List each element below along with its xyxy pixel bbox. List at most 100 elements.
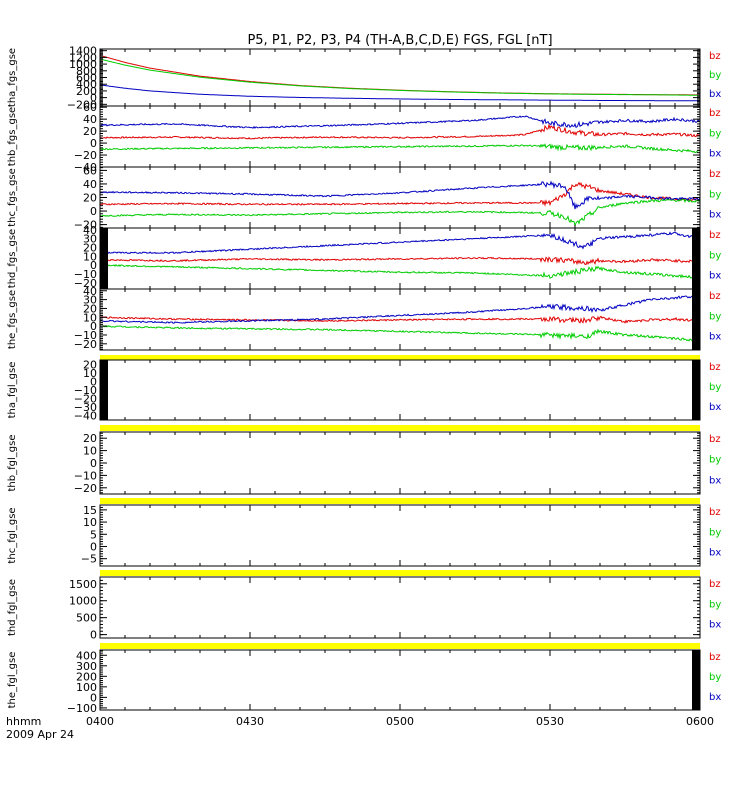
legend-by-panel-6: by bbox=[709, 455, 721, 466]
ytick-label: 0 bbox=[90, 375, 97, 388]
ytick-label: 15 bbox=[83, 504, 97, 517]
panel-3-ylabel: thd_fgs_gse bbox=[7, 229, 18, 288]
edge-fill-panel-4 bbox=[692, 289, 700, 350]
ytick-label: 400 bbox=[76, 78, 97, 91]
legend-bx-panel-1: bx bbox=[709, 149, 721, 160]
xtick-label: 0430 bbox=[236, 715, 264, 728]
series-bz-panel-0 bbox=[100, 54, 700, 96]
ytick-label: 1500 bbox=[69, 578, 97, 591]
panel-7-frame bbox=[99, 504, 701, 567]
series-bx-panel-0 bbox=[100, 84, 700, 102]
ytick-label: 40 bbox=[83, 285, 97, 298]
legend-bz-panel-0: bz bbox=[709, 51, 721, 62]
panel-5-frame bbox=[99, 359, 701, 421]
panel-7-ylabel: thc_fgl_gse bbox=[7, 507, 18, 563]
ytick-label: 1400 bbox=[69, 45, 97, 58]
ytick-label: 60 bbox=[83, 164, 97, 177]
ytick-label: −40 bbox=[74, 161, 97, 174]
ytick-label: −10 bbox=[74, 384, 97, 397]
legend-bx-panel-7: bx bbox=[709, 548, 721, 559]
legend-by-panel-9: by bbox=[709, 672, 721, 683]
data-gap-bar-2 bbox=[100, 498, 700, 504]
legend-by-panel-8: by bbox=[709, 599, 721, 610]
legend-bx-panel-8: bx bbox=[709, 620, 721, 631]
ytick-label: 20 bbox=[83, 192, 97, 205]
ytick-label: 0 bbox=[90, 691, 97, 704]
legend-bz-panel-2: bz bbox=[709, 169, 721, 180]
ytick-label: 60 bbox=[83, 101, 97, 114]
panel-0-frame bbox=[99, 48, 701, 107]
ytick-label: 40 bbox=[83, 224, 97, 237]
chart-title: P5, P1, P2, P3, P4 (TH-A,B,C,D,E) FGS, F… bbox=[247, 33, 552, 48]
ytick-label: 1000 bbox=[69, 595, 97, 608]
ytick-label: −5 bbox=[81, 553, 97, 566]
panel-8-frame bbox=[99, 576, 701, 639]
series-by-panel-4 bbox=[100, 325, 700, 342]
ytick-label: 0 bbox=[90, 205, 97, 218]
panel-3-series bbox=[100, 231, 700, 279]
ytick-label: 400 bbox=[76, 649, 97, 662]
ytick-label: −30 bbox=[74, 401, 97, 414]
panel-8: 1500 1000 500 0 thd_fgl_gse bz by bx bbox=[7, 576, 721, 642]
ytick-label: 10 bbox=[83, 311, 97, 324]
series-bz-panel-3 bbox=[100, 256, 700, 266]
legend-bx-panel-0: bx bbox=[709, 89, 721, 100]
series-bz-panel-2 bbox=[100, 181, 700, 207]
ytick-label: 0 bbox=[90, 320, 97, 333]
ytick-label: 40 bbox=[83, 113, 97, 126]
series-bz-panel-4 bbox=[100, 315, 700, 324]
ytick-label: 20 bbox=[83, 302, 97, 315]
legend-bx-panel-4: bx bbox=[709, 332, 721, 343]
panel-9-frame bbox=[99, 649, 701, 711]
legend-by-panel-2: by bbox=[709, 189, 721, 200]
x-axis: 0400 0430 0500 0530 0600 bbox=[86, 715, 714, 728]
ytick-label: −10 bbox=[74, 329, 97, 342]
legend-bz-panel-4: bz bbox=[709, 291, 721, 302]
panel-8-ylabel: thd_fgl_gse bbox=[7, 579, 18, 636]
ytick-label: 20 bbox=[83, 358, 97, 371]
xtick-label: 0600 bbox=[686, 715, 714, 728]
ytick-label: 0 bbox=[90, 92, 97, 105]
ytick-label: 1000 bbox=[69, 58, 97, 71]
legend-bx-panel-3: bx bbox=[709, 271, 721, 282]
data-gap-bar-3 bbox=[100, 570, 700, 576]
legend-by-panel-1: by bbox=[709, 128, 721, 139]
ytick-label: −10 bbox=[74, 268, 97, 281]
ytick-label: −10 bbox=[74, 469, 97, 482]
ytick-label: 800 bbox=[76, 65, 97, 78]
ytick-label: −20 bbox=[74, 393, 97, 406]
ytick-label: 100 bbox=[76, 681, 97, 694]
panel-5-ylabel: tha_fgl_gse bbox=[7, 362, 18, 419]
ytick-label: −20 bbox=[74, 482, 97, 495]
legend-bx-panel-5: bx bbox=[709, 402, 721, 413]
panels-group: 1400120010008006004002000−200tha_fgs_gse… bbox=[7, 45, 721, 715]
panel-1-series bbox=[100, 115, 700, 153]
panel-6-ylabel: thb_fgl_gse bbox=[7, 435, 18, 492]
series-by-panel-0 bbox=[100, 58, 700, 96]
ytick-label: 20 bbox=[83, 241, 97, 254]
series-bx-panel-4 bbox=[100, 294, 700, 324]
ytick-label: 10 bbox=[83, 445, 97, 458]
data-gap-bar-4 bbox=[100, 643, 700, 649]
ytick-label: −20 bbox=[74, 277, 97, 290]
ytick-label: 0 bbox=[90, 457, 97, 470]
ytick-label: 20 bbox=[83, 432, 97, 445]
legend-bx-panel-6: bx bbox=[709, 475, 721, 486]
legend-by-panel-4: by bbox=[709, 311, 721, 322]
panel-4-series bbox=[100, 294, 700, 342]
ytick-label: −20 bbox=[74, 219, 97, 232]
ytick-label: 20 bbox=[83, 125, 97, 138]
legend-by-panel-0: by bbox=[709, 70, 721, 81]
legend-bz-panel-3: bz bbox=[709, 230, 721, 241]
edge-fill-panel-5 bbox=[692, 360, 700, 420]
series-by-panel-1 bbox=[100, 143, 700, 153]
ytick-label: 500 bbox=[76, 612, 97, 625]
xtick-label: 0530 bbox=[536, 715, 564, 728]
panel-4-ylabel: the_fgs_gse bbox=[7, 290, 18, 349]
ytick-label: 10 bbox=[83, 250, 97, 263]
